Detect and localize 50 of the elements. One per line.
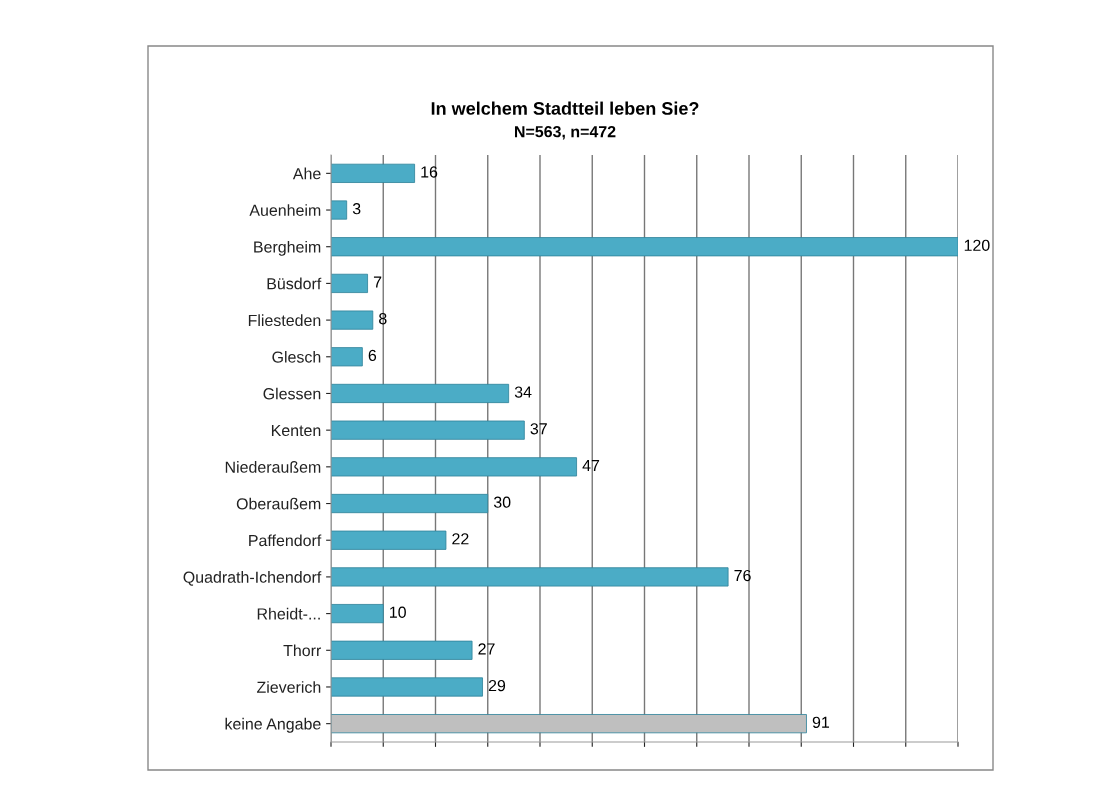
bar <box>331 530 447 550</box>
y-tick-label: Auenheim <box>249 204 321 216</box>
bar <box>331 457 577 477</box>
y-tick-label: Kenten <box>271 424 321 437</box>
y-tick-label: Thorr <box>283 644 322 657</box>
y-tick-label: Zieverich <box>256 681 321 693</box>
bar <box>331 310 374 330</box>
data-label: 47 <box>582 459 600 471</box>
y-tick-label: Büsdorf <box>267 277 322 290</box>
bar <box>331 383 510 404</box>
bar <box>331 273 368 293</box>
bar <box>331 714 807 734</box>
y-tick-label: Ahe <box>292 167 321 180</box>
data-label: 6 <box>368 349 377 362</box>
y-tick-label: Rheidt-... <box>257 607 320 620</box>
data-label: 30 <box>493 496 511 508</box>
bar <box>331 347 363 367</box>
data-label: 29 <box>488 679 506 692</box>
chart-title: In welchem Stadtteil leben Sie? <box>431 101 699 115</box>
data-label: 10 <box>390 606 406 618</box>
data-label: 120 <box>964 239 990 252</box>
bar <box>331 237 958 257</box>
y-tick-label: Quadrath-Ichendorf <box>183 571 322 586</box>
bar <box>331 493 489 514</box>
bar <box>331 420 525 440</box>
data-label: 3 <box>352 203 361 215</box>
bar <box>331 200 348 220</box>
data-label: 7 <box>373 276 382 288</box>
y-tick-label: Oberaußem <box>236 497 321 510</box>
y-tick-label: Glessen <box>263 387 321 400</box>
data-label: 34 <box>514 386 532 398</box>
bar <box>331 677 483 697</box>
y-tick-label: Glesch <box>272 350 321 363</box>
data-label: 27 <box>478 643 495 655</box>
data-label: 91 <box>812 716 830 728</box>
y-tick-label: Niederaußem <box>225 461 321 473</box>
chart-subtitle: N=563, n=472 <box>515 125 616 140</box>
data-label: 76 <box>734 569 751 582</box>
bar <box>331 640 473 660</box>
bar <box>331 567 729 587</box>
y-tick-label: Bergheim <box>254 240 321 256</box>
y-tick-label: keine Angabe <box>225 717 321 733</box>
data-label: 22 <box>452 533 469 545</box>
bar <box>331 604 384 624</box>
bar <box>331 163 416 183</box>
data-label: 37 <box>530 423 547 435</box>
data-label: 16 <box>421 166 438 178</box>
y-tick-label: Fliesteden <box>248 314 321 327</box>
y-tick-label: Paffendorf <box>249 534 322 547</box>
data-label: 8 <box>379 313 387 325</box>
